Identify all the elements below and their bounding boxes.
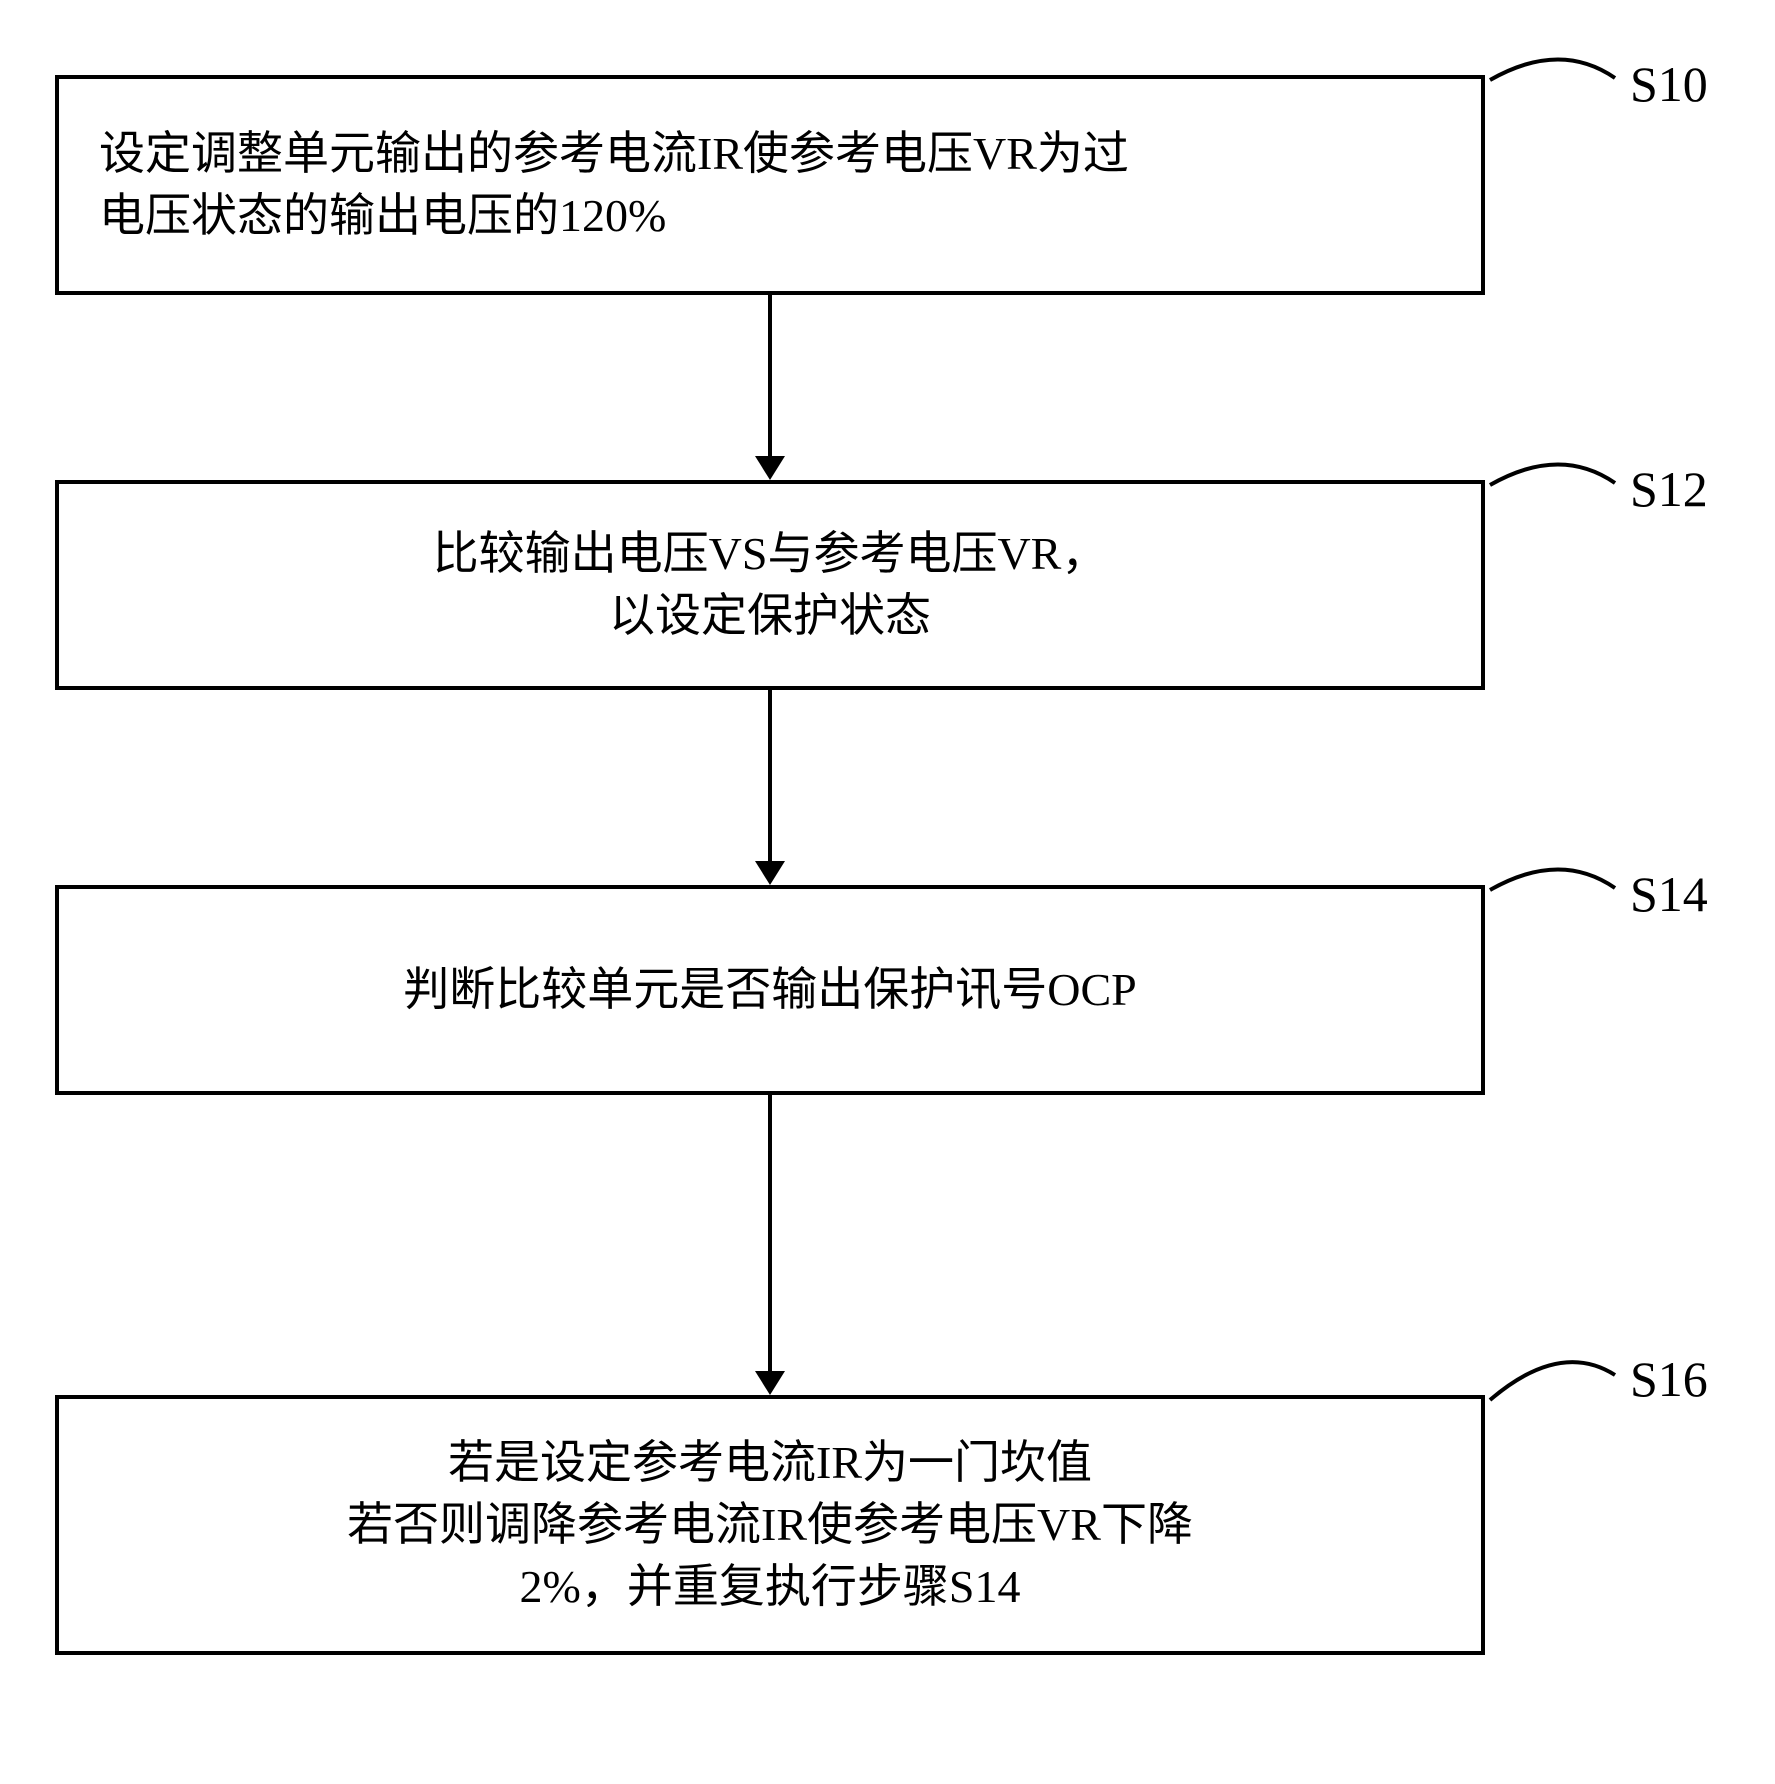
arrow-s14-s16 [0,0,1775,1784]
